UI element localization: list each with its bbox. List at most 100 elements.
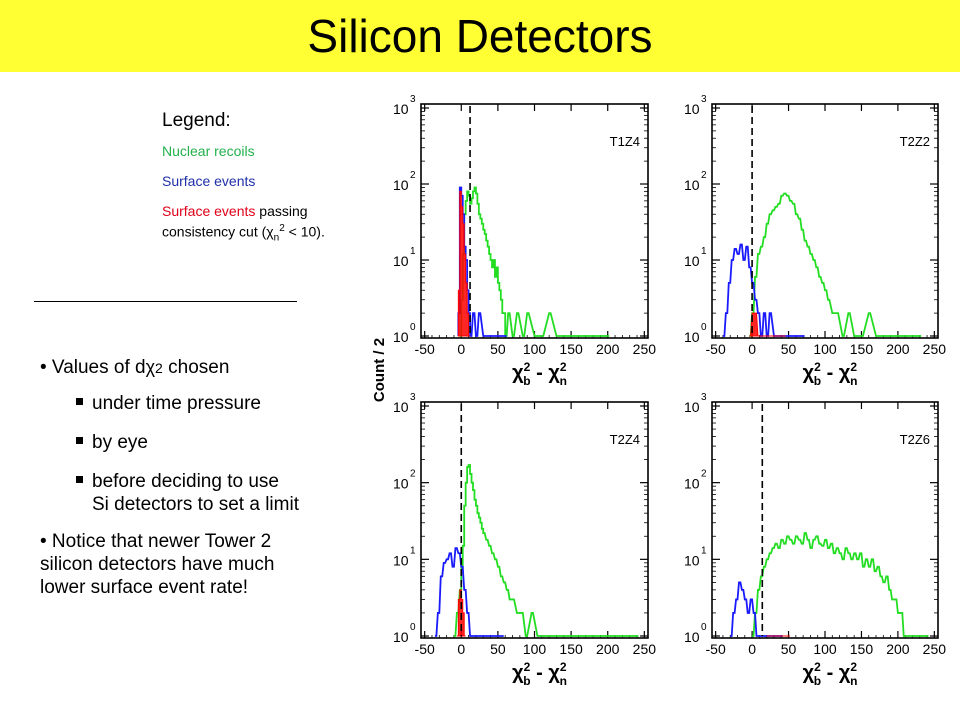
y-axis-label: Count / 2 bbox=[371, 338, 388, 402]
nuclear-recoil-histogram bbox=[459, 186, 610, 337]
x-axis-label-part: χ bbox=[839, 662, 851, 684]
bullet-notice-c: lower surface event rate! bbox=[40, 577, 249, 598]
y-tick-exponent: 0 bbox=[701, 322, 707, 333]
y-tick-exponent: 1 bbox=[701, 545, 707, 556]
y-tick-label: 10 bbox=[684, 329, 700, 345]
square-bullet-icon bbox=[76, 398, 83, 406]
y-tick-exponent: 3 bbox=[410, 392, 416, 403]
nuclear-recoil-histogram bbox=[749, 192, 922, 337]
legend-passing-black-2: consistency cut (χ bbox=[162, 223, 274, 240]
x-axis-label-part: b bbox=[523, 374, 530, 388]
sub-bullet-deciding: before deciding to use Si detectors to se… bbox=[40, 470, 360, 516]
x-tick-label: -50 bbox=[706, 341, 726, 357]
x-axis-label-part: 2 bbox=[560, 360, 567, 374]
y-tick-label: 10 bbox=[393, 552, 409, 568]
panel-tag: T2Z2 bbox=[900, 134, 930, 149]
x-tick-label: 0 bbox=[457, 641, 465, 657]
nuclear-recoil-histogram bbox=[453, 464, 639, 637]
x-tick-label: -50 bbox=[706, 641, 726, 657]
x-tick-label: 100 bbox=[813, 341, 837, 357]
x-tick-label: 100 bbox=[523, 641, 547, 657]
x-axis-label-part: 2 bbox=[524, 360, 531, 374]
bullet-values-post: chosen bbox=[162, 357, 230, 378]
x-axis-label-part: χ bbox=[548, 362, 560, 384]
x-axis-label-part: 2 bbox=[814, 660, 821, 674]
passing-event-histogram bbox=[456, 589, 466, 637]
y-tick-exponent: 2 bbox=[410, 170, 416, 181]
bullet-notice: • Notice that newer Tower 2 silicon dete… bbox=[40, 530, 360, 599]
x-axis-label: χ2 b - χ2 n bbox=[803, 660, 858, 688]
x-axis-label-part: χ bbox=[512, 362, 524, 384]
y-tick-label: 10 bbox=[684, 629, 700, 645]
bullet-values-pre: • Values of d bbox=[40, 357, 146, 378]
x-tick-label: 0 bbox=[748, 641, 756, 657]
x-tick-label: 200 bbox=[886, 641, 910, 657]
y-tick-exponent: 2 bbox=[701, 170, 707, 181]
square-bullet-icon bbox=[76, 437, 83, 445]
y-tick-exponent: 2 bbox=[410, 469, 416, 480]
x-axis-label-part: χ bbox=[512, 662, 524, 684]
x-axis-label: χ2 b - χ2 n bbox=[512, 660, 567, 688]
panel-tag: T2Z4 bbox=[610, 432, 640, 447]
surface-event-histogram bbox=[434, 547, 504, 637]
x-tick-label: 250 bbox=[633, 341, 657, 357]
y-tick-label: 10 bbox=[684, 177, 700, 193]
x-axis-label-part: - bbox=[821, 362, 839, 384]
y-tick-exponent: 3 bbox=[701, 94, 707, 105]
y-tick-label: 10 bbox=[393, 177, 409, 193]
y-tick-exponent: 1 bbox=[701, 246, 707, 257]
x-axis-label-part: 2 bbox=[524, 660, 531, 674]
legend-heading: Legend: bbox=[162, 110, 231, 131]
sub-bullet-deciding-text-b: Si detectors to set a limit bbox=[92, 494, 299, 515]
passing-event-histogram bbox=[749, 312, 786, 337]
surface-event-histogram bbox=[722, 243, 805, 337]
bullet-values-sub: 2 bbox=[155, 360, 163, 376]
x-tick-label: 50 bbox=[490, 341, 506, 357]
x-axis-label-part: χ bbox=[839, 362, 851, 384]
legend-passing-black-1: passing bbox=[255, 203, 308, 219]
x-tick-label: 150 bbox=[850, 341, 874, 357]
x-axis-label-part: n bbox=[850, 674, 857, 688]
sub-bullet-deciding-text-a: before deciding to use bbox=[92, 471, 279, 492]
x-axis-label-part: - bbox=[821, 662, 839, 684]
x-tick-label: 50 bbox=[490, 641, 506, 657]
x-axis-label-part: b bbox=[814, 674, 821, 688]
y-tick-label: 10 bbox=[684, 476, 700, 492]
y-tick-label: 10 bbox=[393, 476, 409, 492]
panel-tag: T1Z4 bbox=[610, 134, 640, 149]
legend-nuclear-recoils: Nuclear recoils bbox=[162, 143, 255, 159]
x-axis-label-part: - bbox=[531, 662, 549, 684]
x-tick-label: 200 bbox=[886, 341, 910, 357]
y-tick-label: 10 bbox=[684, 399, 700, 415]
panel-tag: T2Z6 bbox=[900, 432, 930, 447]
x-tick-label: 250 bbox=[923, 641, 947, 657]
sub-bullet-eye-text: by eye bbox=[92, 432, 148, 453]
x-axis-label-part: 2 bbox=[850, 360, 857, 374]
x-axis-label-part: 2 bbox=[814, 360, 821, 374]
legend-passing-events: Surface events passing consistency cut (… bbox=[162, 202, 392, 247]
y-tick-exponent: 0 bbox=[410, 622, 416, 633]
x-axis-label-part: χ bbox=[803, 362, 815, 384]
x-tick-label: 0 bbox=[457, 341, 465, 357]
x-axis-label-part: n bbox=[560, 674, 567, 688]
x-tick-label: 150 bbox=[559, 641, 583, 657]
y-tick-label: 10 bbox=[393, 329, 409, 345]
y-tick-label: 10 bbox=[393, 399, 409, 415]
square-bullet-icon bbox=[76, 476, 83, 484]
bullet-values-chi: χ bbox=[145, 357, 156, 377]
x-tick-label: 150 bbox=[559, 341, 583, 357]
x-tick-label: 50 bbox=[781, 641, 797, 657]
y-tick-exponent: 1 bbox=[410, 246, 416, 257]
x-axis-label-part: b bbox=[523, 674, 530, 688]
y-tick-label: 10 bbox=[393, 253, 409, 269]
page-title: Silicon Detectors bbox=[307, 10, 653, 62]
y-tick-exponent: 0 bbox=[410, 322, 416, 333]
legend-surface-events: Surface events bbox=[162, 173, 256, 189]
x-tick-label: 200 bbox=[596, 641, 620, 657]
y-tick-exponent: 0 bbox=[701, 622, 707, 633]
y-tick-label: 10 bbox=[393, 629, 409, 645]
y-tick-label: 10 bbox=[684, 253, 700, 269]
